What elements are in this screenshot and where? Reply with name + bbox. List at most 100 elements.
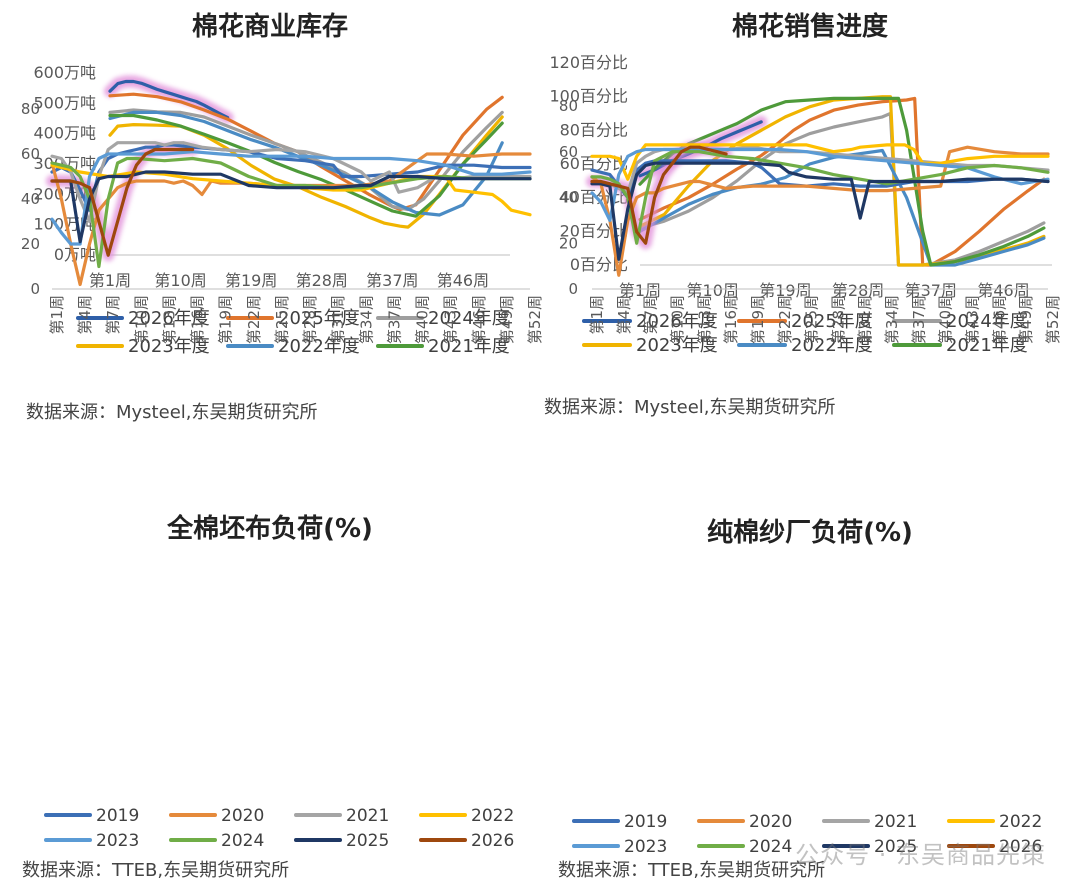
x-tick-label: 第52周 xyxy=(1044,295,1062,344)
x-tick-label: 第31周 xyxy=(856,295,874,344)
x-tick-label: 第37周 xyxy=(905,281,957,300)
x-tick-label: 第40周 xyxy=(414,295,432,344)
x-tick-label: 第43周 xyxy=(442,295,460,344)
y-tick-label: 60百分比 xyxy=(560,154,628,173)
x-tick-label: 第13周 xyxy=(695,295,713,344)
legend-label: 2024 xyxy=(749,837,792,857)
x-tick-label: 第34周 xyxy=(883,295,901,344)
x-tick-label: 第37周 xyxy=(910,295,928,344)
x-tick-label: 第34周 xyxy=(357,295,375,344)
x-tick-label: 第46周 xyxy=(977,281,1029,300)
x-tick-label: 第49周 xyxy=(1017,295,1035,344)
sales-progress-chart: 棉花销售进度 0百分比 20百分比 40百分比 60百分比 80百分比 100百分比 120… xyxy=(540,0,1080,448)
x-tick-label: 第7周 xyxy=(104,295,122,335)
y-tick-label: 100万吨 xyxy=(33,215,96,234)
x-tick-label: 第25周 xyxy=(273,295,291,344)
series-line-2024年度 xyxy=(638,111,1046,267)
legend-label: 2026 xyxy=(471,831,514,851)
x-tick-label: 第16周 xyxy=(722,295,740,344)
legend-label: 2022 xyxy=(999,812,1042,832)
x-tick-label: 第22周 xyxy=(776,295,794,344)
legend-label: 2025年度 xyxy=(278,308,360,329)
legend-label: 2022年度 xyxy=(791,335,873,356)
legend-label: 2020 xyxy=(749,812,792,832)
legend-label: 2022年度 xyxy=(278,336,360,357)
x-tick-label: 第19周 xyxy=(749,295,767,344)
x-tick-label: 第16周 xyxy=(189,295,207,344)
y-tick-label: 500万吨 xyxy=(33,93,96,112)
x-tick-label: 第7周 xyxy=(642,295,660,335)
series-line-2026年度 xyxy=(108,79,230,120)
chart-plot: 0百分比20百分比40百分比60百分比80百分比100百分比120百分比第1周第… xyxy=(549,53,1052,356)
series-line-2023 xyxy=(590,147,1050,222)
legend-label: 2019 xyxy=(96,806,139,826)
x-tick-label: 第49周 xyxy=(498,295,516,344)
legend-label: 2024年度 xyxy=(428,308,510,329)
x-tick-label: 第25周 xyxy=(803,295,821,344)
series-line-2021 xyxy=(50,141,532,224)
legend-label: 2023 xyxy=(96,831,139,851)
chart-title: 全棉坯布负荷(%) xyxy=(167,514,373,544)
x-tick-label: 第10周 xyxy=(154,271,206,290)
y-tick-label: 600万吨 xyxy=(33,63,96,82)
series-line-2026 xyxy=(590,145,728,245)
legend-label: 2024 xyxy=(221,831,264,851)
data-source: 数据来源：TTEB,东吴期货研究所 xyxy=(22,860,290,881)
y-tick-label: 40 xyxy=(21,190,40,208)
legend-label: 2024年度 xyxy=(946,311,1028,332)
x-tick-label: 第37周 xyxy=(385,295,403,344)
series-line-2021年度 xyxy=(638,96,1046,267)
x-tick-label: 第28周 xyxy=(829,295,847,344)
commercial-inventory-chart: 棉花商业库存 0万吨 100万吨 200万吨 300万吨 400万吨 500万吨 600万吨… xyxy=(0,0,540,448)
legend-label: 2021 xyxy=(346,806,389,826)
legend-label: 2026年度 xyxy=(128,308,210,329)
grey-fabric-load-chart: 全棉坯布负荷(%) 0 20 40 60 80 第1周 第4周 第7周 第10周 第13周 第16周… xyxy=(0,100,544,896)
x-tick-label: 第4周 xyxy=(615,295,633,335)
y-tick-label: 40 xyxy=(559,189,578,207)
x-tick-label: 第28周 xyxy=(301,295,319,344)
chart-title: 棉花销售进度 xyxy=(731,12,888,42)
x-tick-label: 第10周 xyxy=(687,281,739,300)
x-tick-label: 第4周 xyxy=(76,295,94,335)
x-tick-label: 第28周 xyxy=(296,271,348,290)
data-source: 数据来源：Mysteel,东吴期货研究所 xyxy=(26,402,318,423)
y-tick-label: 80 xyxy=(21,100,40,118)
y-tick-label: 20 xyxy=(559,234,578,252)
legend-label: 2025 xyxy=(874,837,917,857)
x-tick-label: 第13周 xyxy=(160,295,178,344)
series-line-2025年度 xyxy=(638,96,1046,267)
y-tick-label: 20 xyxy=(21,235,40,253)
x-tick-label: 第19周 xyxy=(217,295,235,344)
x-tick-label: 第1周 xyxy=(619,281,661,300)
x-tick-label: 第10周 xyxy=(132,295,150,344)
x-tick-label: 第28周 xyxy=(832,281,884,300)
data-source: 数据来源：TTEB,东吴期货研究所 xyxy=(558,860,826,881)
legend-label: 2023 xyxy=(624,837,667,857)
legend-label: 2025 xyxy=(346,831,389,851)
x-tick-label: 第19周 xyxy=(225,271,277,290)
series-line-2021年度 xyxy=(108,113,504,218)
x-tick-label: 第31周 xyxy=(329,295,347,344)
chart-title: 纯棉纱厂负荷(%) xyxy=(707,518,913,548)
watermark: 公众号 · 东吴商品先策 xyxy=(795,841,1046,869)
legend-label: 2019 xyxy=(624,812,667,832)
y-tick-label: 0百分比 xyxy=(570,255,628,274)
y-tick-label: 60 xyxy=(21,145,40,163)
x-tick-label: 第37周 xyxy=(366,271,418,290)
y-tick-label: 60 xyxy=(559,143,578,161)
y-tick-label: 0 xyxy=(30,280,40,298)
x-tick-label: 第1周 xyxy=(48,295,66,335)
legend-label: 2022 xyxy=(471,806,514,826)
y-tick-label: 120百分比 xyxy=(549,53,628,72)
y-tick-label: 80 xyxy=(559,97,578,115)
x-tick-label: 第46周 xyxy=(470,295,488,344)
x-tick-label: 第46周 xyxy=(990,295,1008,344)
x-tick-label: 第52周 xyxy=(526,295,544,344)
legend-label: 2026 xyxy=(999,837,1042,857)
data-source: 数据来源：Mysteel,东吴期货研究所 xyxy=(544,397,836,418)
x-tick-label: 第1周 xyxy=(588,295,606,335)
y-tick-label: 80百分比 xyxy=(560,120,628,139)
